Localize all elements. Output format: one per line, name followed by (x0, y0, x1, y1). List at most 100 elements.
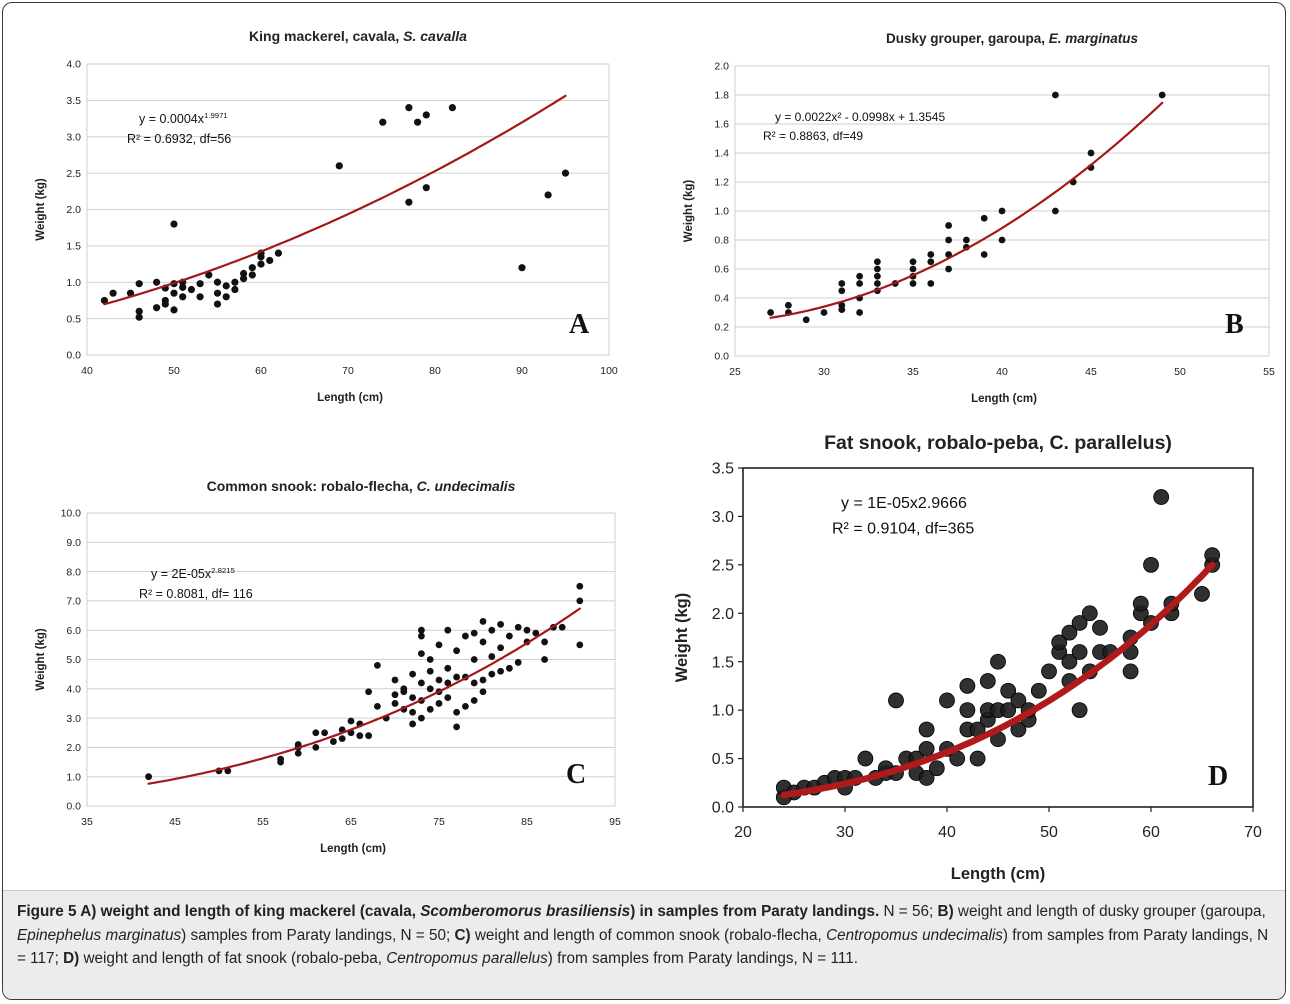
data-point (462, 702, 469, 710)
x-tick-label: 70 (342, 365, 354, 377)
y-tick-label: 0.0 (714, 351, 729, 363)
equation-label: y = 0.0004x1.9971 (139, 111, 228, 126)
data-point (544, 191, 552, 199)
data-point (558, 623, 566, 631)
figure-caption: Figure 5 A) weight and length of king ma… (17, 900, 1273, 971)
data-point (409, 694, 416, 701)
trend-line (769, 101, 1164, 319)
r-squared-label: R² = 0.8081, df= 116 (139, 587, 253, 601)
chart-a: 0.0 0.5 1.0 1.5 2.0 2.5 3.0 3.5 4.0 40 50 60 70 80 90 1… (35, 28, 618, 404)
caption-b-text-2: ) samples from Paraty landings, N = 50; (181, 926, 455, 944)
y-tick-label: 3.5 (712, 461, 734, 478)
data-point (497, 644, 504, 652)
data-point (1052, 91, 1059, 99)
caption-c-label: C) (454, 926, 471, 944)
data-point (767, 309, 774, 316)
data-point (927, 251, 935, 258)
x-tick-label: 40 (996, 366, 1008, 378)
data-point (418, 714, 425, 722)
data-point (448, 104, 456, 112)
y-tick-label: 1.2 (714, 177, 729, 189)
data-point (1143, 556, 1159, 573)
chart-b: 0.0 0.2 0.4 0.6 0.8 1.0 1.2 1.4 1.6 1.8 2.0 25 30 35 4… (683, 31, 1275, 405)
data-point (321, 729, 328, 737)
caption-c-text-2: ) from samples from Paraty landings, N =… (17, 926, 1269, 968)
chart-title-species: S. cavalla (403, 28, 467, 44)
equation-exponent: 1.9971 (204, 111, 228, 120)
chart-d: 0.0 0.5 1.0 1.5 2.0 2.5 3.0 3.5 20 30 40 50 60 70 Leng… (673, 432, 1262, 883)
data-point (224, 767, 232, 775)
y-tick-label: 1.5 (66, 241, 81, 253)
data-point (488, 626, 496, 634)
data-point (909, 280, 917, 287)
data-point (820, 309, 828, 316)
data-point (939, 692, 955, 709)
data-point (453, 708, 460, 716)
data-point (785, 301, 792, 309)
x-tick-label: 35 (907, 366, 919, 378)
data-point (945, 265, 952, 273)
data-point (838, 306, 846, 313)
data-point (497, 620, 504, 628)
data-point (294, 749, 302, 757)
data-point (980, 214, 988, 222)
y-axis-label: Weight (kg) (35, 178, 47, 241)
r-squared-label: R² = 0.8863, df=49 (763, 129, 863, 143)
data-point (426, 705, 434, 713)
data-point (909, 258, 917, 266)
data-point (927, 258, 935, 266)
y-tick-label: 0.0 (66, 350, 81, 362)
data-point (488, 670, 496, 678)
data-point (391, 700, 399, 707)
data-point (1051, 634, 1068, 651)
y-tick-label: 1.4 (714, 148, 729, 160)
data-point (335, 162, 343, 170)
data-point (1000, 702, 1017, 719)
caption-a-text: N = 56; (879, 903, 938, 920)
data-point (514, 659, 522, 666)
data-point (422, 184, 430, 192)
data-point (918, 770, 935, 786)
data-point (153, 278, 161, 286)
data-point (435, 641, 443, 649)
data-point (409, 708, 416, 716)
data-point (213, 289, 222, 297)
chart-c: 0.0 1.0 2.0 3.0 4.0 5.0 6.0 7.0 8.0 9.0 10.0 35 45 55… (35, 478, 621, 855)
data-point (470, 656, 478, 663)
x-tick-label: 50 (1040, 824, 1058, 841)
figure-caption-box: Figure 5 A) weight and length of king ma… (3, 890, 1285, 999)
chart-title-text: Dusky grouper, garoupa, (886, 31, 1049, 46)
data-point (462, 632, 469, 640)
y-tick-label: 3.0 (66, 131, 81, 143)
equation-text: y = 1E-05x2.9666 (841, 495, 967, 512)
data-point (945, 222, 952, 229)
data-point (444, 679, 452, 687)
y-tick-label: 1.6 (714, 119, 729, 131)
panel-letter: D (1208, 761, 1228, 792)
data-point (135, 307, 143, 315)
data-point (969, 750, 986, 767)
y-tick-label: 3.0 (712, 509, 734, 526)
data-point (918, 721, 935, 738)
data-point (959, 678, 976, 694)
x-tick-label: 30 (818, 366, 830, 378)
data-point (444, 626, 452, 634)
data-point (240, 269, 248, 278)
data-point (909, 265, 917, 273)
y-tick-label: 2.5 (66, 168, 81, 180)
caption-b-italic: Epinephelus marginatus (17, 926, 182, 944)
x-axis-label: Length (cm) (320, 843, 386, 855)
data-point (918, 740, 935, 757)
caption-d-label: D) (63, 950, 80, 967)
data-point (266, 256, 274, 265)
y-tick-label: 7.0 (66, 596, 81, 608)
chart-title: King mackerel, cavala, S. cavalla (249, 28, 467, 44)
y-tick-label: 2.0 (712, 606, 734, 623)
x-tick-label: 20 (734, 824, 752, 841)
data-point (497, 667, 504, 675)
data-point (409, 670, 416, 678)
data-point (990, 653, 1006, 670)
x-axis-label: Length (cm) (971, 393, 1037, 405)
data-point (231, 285, 239, 294)
chart-title-species: E. marginatus (1049, 31, 1139, 46)
